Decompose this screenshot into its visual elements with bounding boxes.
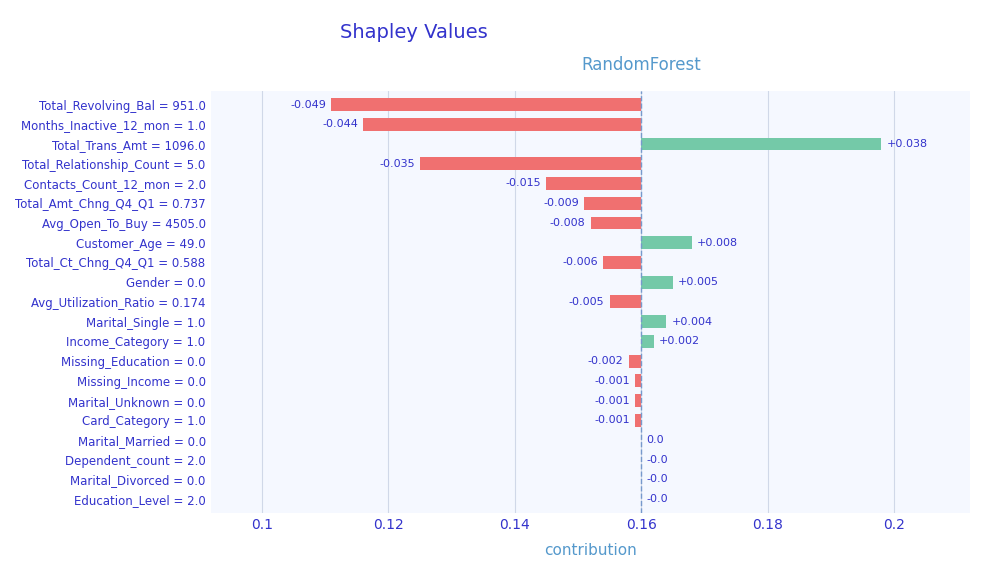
Bar: [331, 98, 641, 111]
Bar: [641, 276, 673, 289]
Bar: [362, 118, 641, 131]
Bar: [641, 236, 691, 249]
Bar: [641, 335, 654, 348]
Bar: [420, 158, 641, 170]
Bar: [628, 355, 641, 367]
Text: -0.0: -0.0: [646, 494, 668, 504]
Bar: [635, 394, 641, 407]
Text: +0.008: +0.008: [696, 238, 738, 248]
Bar: [584, 197, 641, 210]
Text: -0.0: -0.0: [646, 455, 668, 465]
X-axis label: contribution: contribution: [545, 543, 637, 558]
Bar: [635, 374, 641, 387]
Text: -0.002: -0.002: [588, 356, 624, 366]
Text: -0.015: -0.015: [505, 179, 542, 189]
Text: Shapley Values: Shapley Values: [340, 23, 488, 42]
Bar: [610, 296, 641, 308]
Text: 0.0: 0.0: [646, 435, 664, 445]
Text: +0.004: +0.004: [672, 317, 713, 327]
Bar: [641, 315, 667, 328]
Text: -0.009: -0.009: [544, 198, 579, 208]
Bar: [603, 256, 641, 269]
Bar: [641, 138, 882, 151]
Bar: [635, 414, 641, 427]
Bar: [591, 217, 641, 229]
Text: -0.049: -0.049: [291, 100, 326, 109]
Text: -0.005: -0.005: [569, 297, 605, 307]
Text: -0.0: -0.0: [646, 474, 668, 485]
Bar: [547, 177, 641, 190]
Text: -0.006: -0.006: [562, 257, 598, 268]
Text: RandomForest: RandomForest: [581, 56, 701, 74]
Text: +0.038: +0.038: [886, 139, 928, 149]
Text: -0.008: -0.008: [550, 218, 585, 228]
Text: -0.035: -0.035: [379, 159, 415, 169]
Text: -0.044: -0.044: [322, 119, 358, 129]
Text: -0.001: -0.001: [594, 376, 629, 386]
Text: -0.001: -0.001: [594, 415, 629, 425]
Text: -0.001: -0.001: [594, 395, 629, 406]
Text: +0.002: +0.002: [659, 336, 700, 346]
Text: +0.005: +0.005: [678, 277, 719, 287]
